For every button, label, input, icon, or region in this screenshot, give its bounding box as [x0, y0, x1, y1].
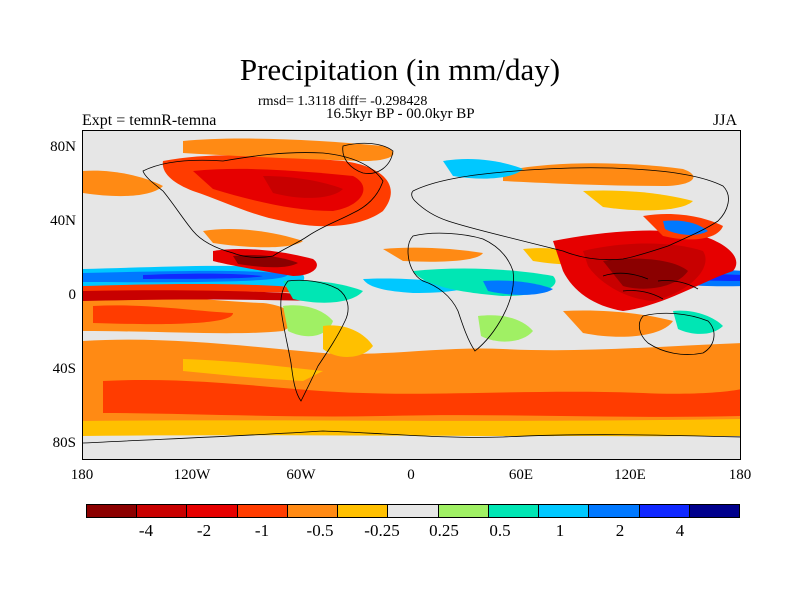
colorbar-swatch-6 [388, 505, 439, 517]
anomaly-region [323, 325, 373, 357]
colorbar-label: 2 [615, 521, 625, 540]
anomaly-region [283, 280, 363, 303]
colorbar-label: -0.25 [364, 521, 400, 540]
anomaly-region [563, 310, 673, 337]
anomaly-region [673, 310, 723, 334]
colorbar [86, 504, 740, 518]
anomaly-region [183, 138, 394, 161]
map-plot-area [82, 130, 741, 460]
coastline-africa [407, 232, 514, 352]
colorbar-label: 1 [555, 521, 565, 540]
anomaly-region [233, 254, 298, 268]
colorbar-label: 4 [675, 521, 685, 540]
anomaly-region [583, 190, 693, 211]
x-tick-label: 60E [508, 467, 534, 483]
colorbar-swatch-8 [488, 505, 540, 517]
colorbar-swatch-3 [237, 505, 288, 517]
x-tick-label: 120W [173, 467, 211, 483]
colorbar-label: -0.5 [306, 521, 334, 540]
colorbar-swatch-2 [187, 505, 238, 517]
anomaly-region [478, 315, 533, 342]
experiment-label: Expt = temnR-temna [82, 112, 217, 129]
colorbar-swatch-0 [87, 505, 138, 517]
anomaly-region [663, 220, 708, 235]
anomaly-region [443, 158, 523, 179]
coastline-eurasia [411, 167, 729, 261]
colorbar-swatch-11 [639, 505, 690, 517]
colorbar-swatch-4 [287, 505, 339, 517]
colorbar-swatch-10 [589, 505, 640, 517]
y-tick-label: 80N [50, 139, 76, 155]
coastlines [83, 142, 740, 444]
colorbar-label: 0.25 [429, 521, 459, 540]
coastline-south-america [280, 279, 349, 402]
anomaly-region [603, 258, 688, 289]
precipitation-map [83, 131, 740, 459]
y-tick-label: 40N [50, 213, 76, 229]
colorbar-label: 0.5 [489, 521, 511, 540]
anomaly-region [203, 229, 303, 248]
chart-title: Precipitation (in mm/day) [239, 52, 561, 87]
x-tick-label: 0 [407, 467, 415, 483]
coastline-antarctica [83, 430, 740, 444]
season-label: JJA [713, 112, 738, 129]
colorbar-swatch-1 [137, 505, 188, 517]
x-tick-label: 180 [70, 467, 94, 483]
anomaly-region [483, 280, 553, 295]
coastline-maritime-islands [602, 272, 699, 300]
colorbar-label: -1 [254, 521, 270, 540]
anomaly-region [83, 419, 740, 437]
colorbar-swatch-7 [438, 505, 489, 517]
anomaly-region [103, 380, 740, 417]
y-tick-label: 80S [52, 435, 76, 451]
x-tick-label: 120E [614, 467, 646, 483]
anomaly-region [283, 305, 333, 337]
x-tick-label: 180 [728, 467, 752, 483]
coastline-greenland [342, 142, 394, 174]
colorbar-label: -2 [196, 521, 212, 540]
anomaly-region [263, 176, 343, 198]
anomaly-region [93, 305, 233, 325]
stats-line: rmsd= 1.3118 diff= -0.298428 [258, 94, 428, 109]
colorbar-label: -4 [138, 521, 154, 540]
x-tick-label: 60W [286, 467, 316, 483]
colorbar-swatch-5 [338, 505, 389, 517]
anomaly-region [83, 170, 163, 197]
y-tick-label: 40S [52, 361, 76, 377]
anomaly-region [83, 290, 318, 301]
anomaly-region [143, 273, 263, 279]
y-tick-label: 0 [68, 287, 77, 303]
period-label: 16.5kyr BP - 00.0kyr BP [326, 106, 475, 122]
anomaly-region [183, 359, 323, 381]
coastline-australia [638, 312, 715, 355]
colorbar-swatch-12 [689, 505, 740, 517]
colorbar-swatch-9 [539, 505, 590, 517]
coastline-north-america [142, 152, 384, 258]
